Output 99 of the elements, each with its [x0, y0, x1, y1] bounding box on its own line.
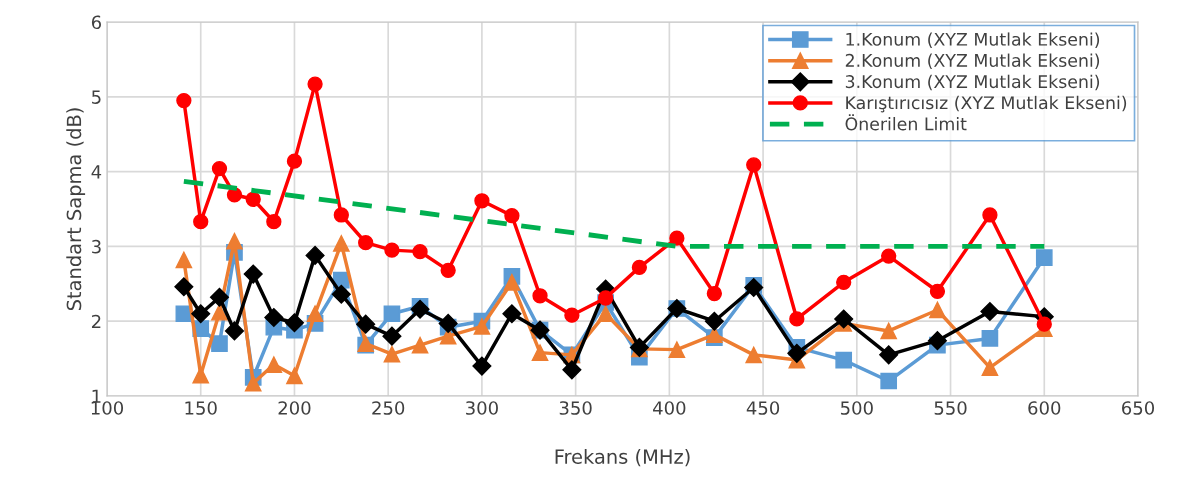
point [746, 157, 762, 173]
point [331, 284, 351, 304]
legend-label: Önerilen Limit [845, 114, 967, 131]
point [333, 207, 349, 223]
point [411, 336, 429, 354]
point [562, 360, 582, 380]
point [631, 259, 648, 275]
point [668, 341, 686, 358]
point [286, 367, 303, 385]
point [412, 243, 428, 260]
point [835, 351, 853, 369]
y-tick-label: 3 [92, 239, 101, 254]
point [745, 346, 763, 364]
point [789, 311, 805, 327]
x-tick-label: 500 [840, 401, 873, 415]
point [245, 191, 261, 207]
point [209, 287, 230, 307]
point [264, 307, 284, 327]
point [704, 311, 724, 331]
point [175, 251, 193, 269]
y-tick-label: 4 [91, 165, 102, 179]
point [472, 356, 492, 376]
y-tick-label: 5 [92, 90, 101, 104]
point [929, 283, 946, 299]
point [284, 313, 304, 333]
point [305, 245, 325, 265]
point [211, 335, 228, 352]
legend-label: 3.Konum (XYZ Mutlak Ekseni) [845, 74, 1100, 91]
point [440, 262, 456, 278]
x-axis-title: Frekans (MHz) [555, 448, 690, 467]
point [383, 305, 401, 323]
point [174, 277, 194, 297]
point [502, 304, 522, 324]
y-tick-label: 6 [91, 15, 101, 30]
x-tick-label: 350 [559, 401, 592, 415]
point [332, 235, 350, 252]
point [307, 76, 323, 92]
point [243, 264, 263, 284]
point [382, 326, 402, 346]
point [266, 214, 282, 230]
point [286, 153, 303, 169]
point [192, 366, 210, 384]
point [438, 313, 458, 333]
point [532, 288, 548, 304]
point [982, 207, 998, 223]
x-tick-label: 300 [466, 401, 498, 415]
point [980, 301, 1000, 322]
legend-label: Karıştırıcısız (XYZ Mutlak Ekseni) [846, 95, 1127, 113]
point [834, 309, 854, 329]
point [193, 214, 209, 230]
point [306, 305, 324, 323]
point [706, 285, 722, 302]
y-tick-label: 2 [91, 314, 101, 329]
point [211, 303, 228, 321]
point [358, 235, 374, 251]
point [211, 160, 228, 177]
x-tick-label: 100 [91, 401, 124, 415]
point [981, 330, 999, 347]
point [176, 92, 192, 109]
point [383, 345, 401, 363]
point [597, 305, 614, 323]
legend-label: 2.Konum (XYZ Mutlak Ekseni) [845, 53, 1100, 70]
x-tick-label: 400 [653, 401, 686, 415]
point [1036, 316, 1052, 332]
point [836, 274, 852, 290]
point [244, 374, 262, 392]
point [879, 345, 899, 365]
point [880, 372, 898, 390]
x-tick-label: 650 [1122, 401, 1155, 415]
x-tick-label: 450 [746, 401, 780, 415]
y-axis-title: Standart Sapma (dB) [66, 108, 86, 311]
point [265, 356, 283, 373]
point [1035, 249, 1053, 266]
point [880, 322, 898, 340]
point [226, 232, 243, 250]
point [191, 304, 211, 324]
point [474, 193, 490, 209]
point [669, 230, 685, 246]
point [929, 301, 946, 319]
point [881, 248, 897, 264]
point [927, 331, 947, 351]
point [384, 242, 400, 258]
point [981, 359, 999, 376]
point [564, 307, 580, 323]
x-tick-label: 250 [372, 401, 405, 415]
x-tick-label: 150 [185, 401, 217, 415]
x-tick-label: 550 [934, 401, 967, 415]
point [787, 343, 807, 363]
point [473, 318, 491, 335]
point [504, 208, 520, 224]
point [356, 314, 376, 334]
point [597, 290, 614, 306]
point [744, 278, 764, 298]
point [224, 321, 245, 341]
legend-label: 1.Konum (XYZ Mutlak Ekseni) [846, 32, 1100, 48]
x-tick-label: 200 [278, 401, 311, 415]
point [531, 344, 549, 361]
point [503, 273, 521, 291]
x-tick-label: 600 [1028, 401, 1061, 415]
